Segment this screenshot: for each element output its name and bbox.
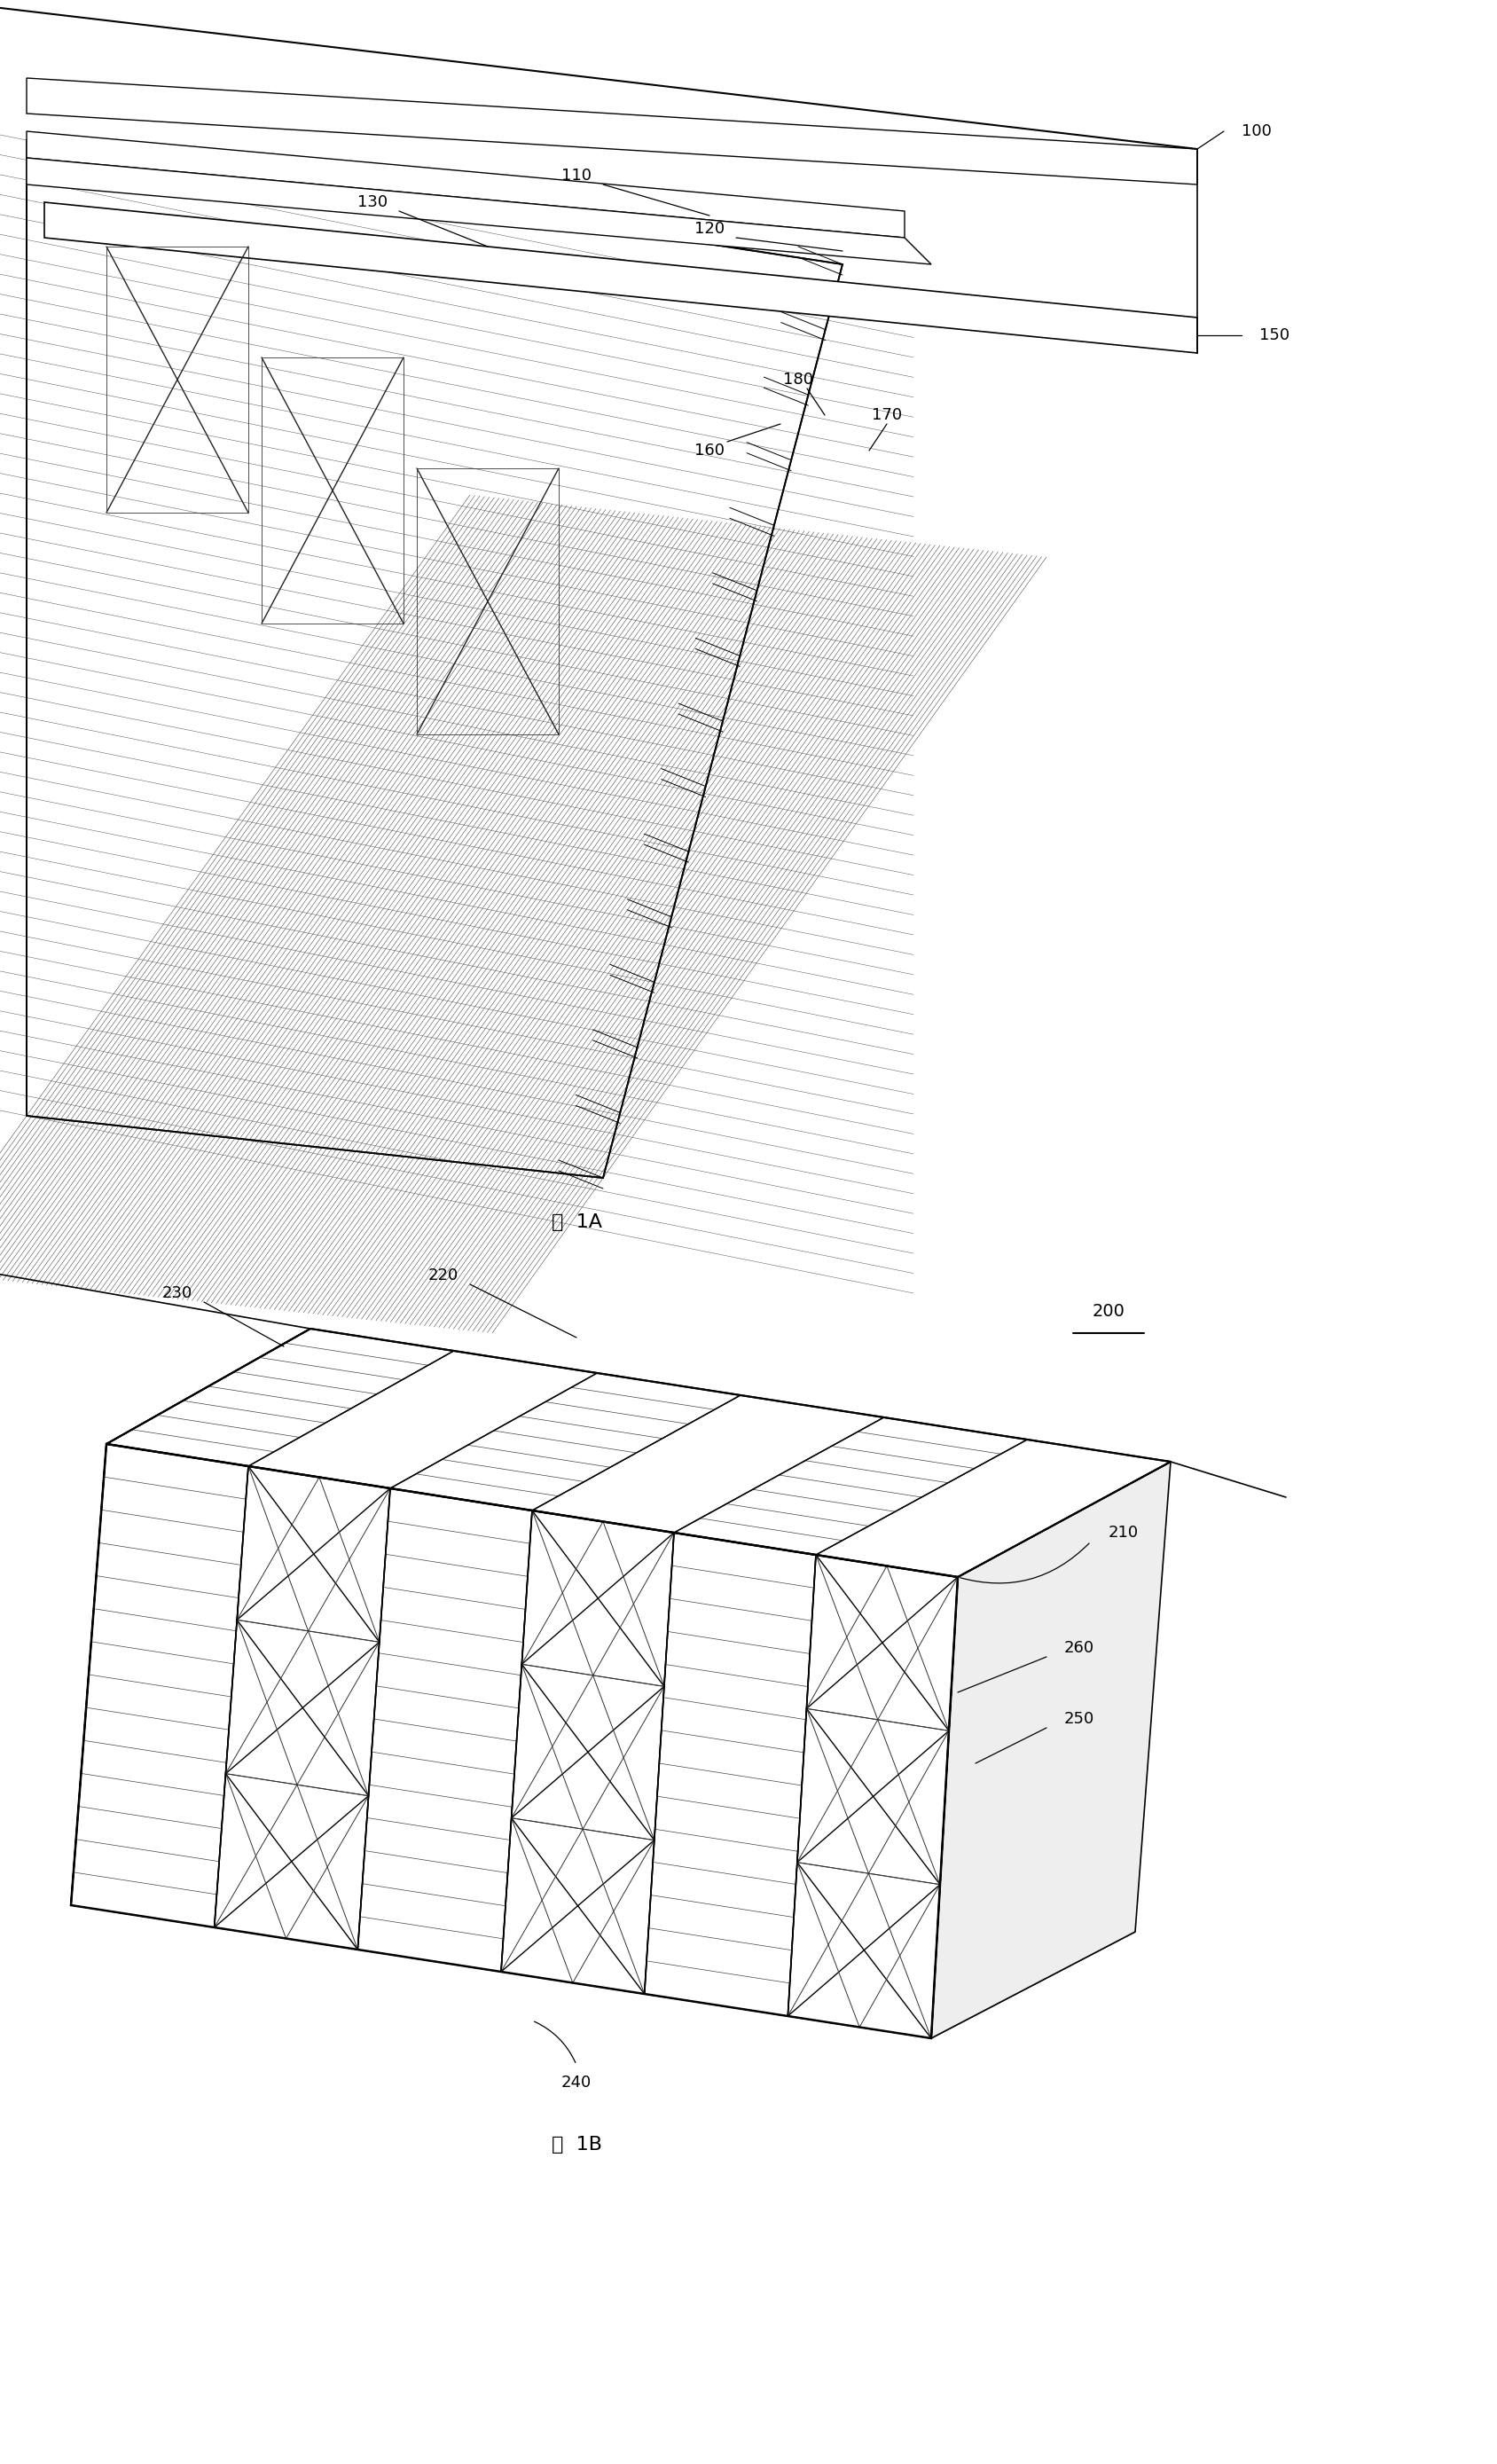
- Text: 图  1B: 图 1B: [551, 2136, 602, 2154]
- Text: 100: 100: [1241, 123, 1271, 140]
- Polygon shape: [70, 1328, 310, 1905]
- Polygon shape: [27, 131, 904, 237]
- Text: 150: 150: [1259, 328, 1289, 342]
- Polygon shape: [501, 1510, 674, 1993]
- Text: 230: 230: [162, 1286, 193, 1301]
- Text: 110: 110: [561, 168, 591, 185]
- Polygon shape: [931, 1461, 1171, 2038]
- Text: 250: 250: [1064, 1710, 1094, 1727]
- Polygon shape: [674, 1417, 1027, 1555]
- Text: 200: 200: [1093, 1303, 1124, 1318]
- Text: 240: 240: [561, 2075, 591, 2089]
- Text: 260: 260: [1064, 1641, 1094, 1656]
- Polygon shape: [27, 79, 1198, 185]
- Polygon shape: [214, 1466, 391, 1949]
- Polygon shape: [106, 1328, 454, 1466]
- Polygon shape: [358, 1488, 531, 1971]
- Text: 160: 160: [695, 444, 725, 458]
- Polygon shape: [27, 140, 843, 1178]
- Text: 120: 120: [695, 222, 725, 237]
- Text: 图  1A: 图 1A: [551, 1212, 602, 1232]
- Polygon shape: [787, 1555, 958, 2038]
- Text: 220: 220: [428, 1266, 458, 1284]
- Text: 130: 130: [358, 195, 388, 209]
- Text: 170: 170: [871, 407, 903, 424]
- Polygon shape: [70, 1799, 1135, 2038]
- Polygon shape: [644, 1533, 816, 2016]
- Polygon shape: [45, 202, 1198, 352]
- Text: 180: 180: [783, 372, 813, 387]
- Polygon shape: [391, 1372, 741, 1510]
- Polygon shape: [27, 158, 931, 264]
- Polygon shape: [70, 1444, 249, 1927]
- Text: 210: 210: [1109, 1525, 1139, 1540]
- Polygon shape: [106, 1328, 1171, 1577]
